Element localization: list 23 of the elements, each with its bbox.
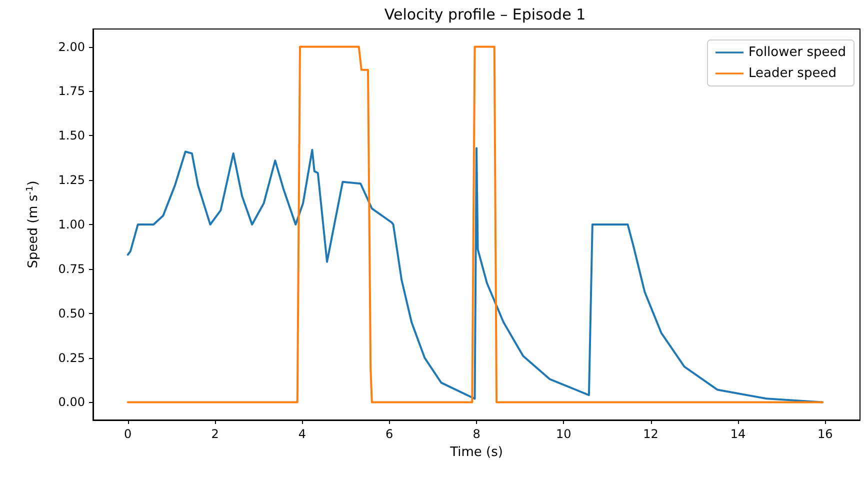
y-tick-label: 0.25 <box>58 350 85 365</box>
x-tick-label: 0 <box>124 427 132 441</box>
x-tick-label: 2 <box>211 427 219 441</box>
y-tick-label: 1.50 <box>58 128 85 143</box>
y-axis-title: Speed (m s-1) <box>26 180 41 268</box>
x-tick-label: 4 <box>298 427 306 441</box>
x-tick-label: 16 <box>817 427 833 441</box>
x-axis-title: Time (s) <box>449 445 503 460</box>
y-tick-label: 0.50 <box>58 306 85 320</box>
x-tick-label: 12 <box>643 427 658 441</box>
y-tick-label: 2.00 <box>58 40 85 54</box>
x-tick-label: 14 <box>730 427 746 441</box>
y-tick-label: 0.75 <box>58 262 85 276</box>
x-tick-label: 8 <box>472 427 480 441</box>
y-tick-label: 1.25 <box>58 173 85 188</box>
y-tick-label: 1.00 <box>58 218 85 232</box>
legend-label: Leader speed <box>748 66 836 81</box>
x-tick-label: 10 <box>556 427 572 441</box>
legend-label: Follower speed <box>748 45 846 60</box>
y-tick-label: 0.00 <box>58 395 85 410</box>
y-tick-label: 1.75 <box>58 84 85 98</box>
x-tick-label: 6 <box>386 427 394 441</box>
chart-title: Velocity profile – Episode 1 <box>384 6 586 24</box>
